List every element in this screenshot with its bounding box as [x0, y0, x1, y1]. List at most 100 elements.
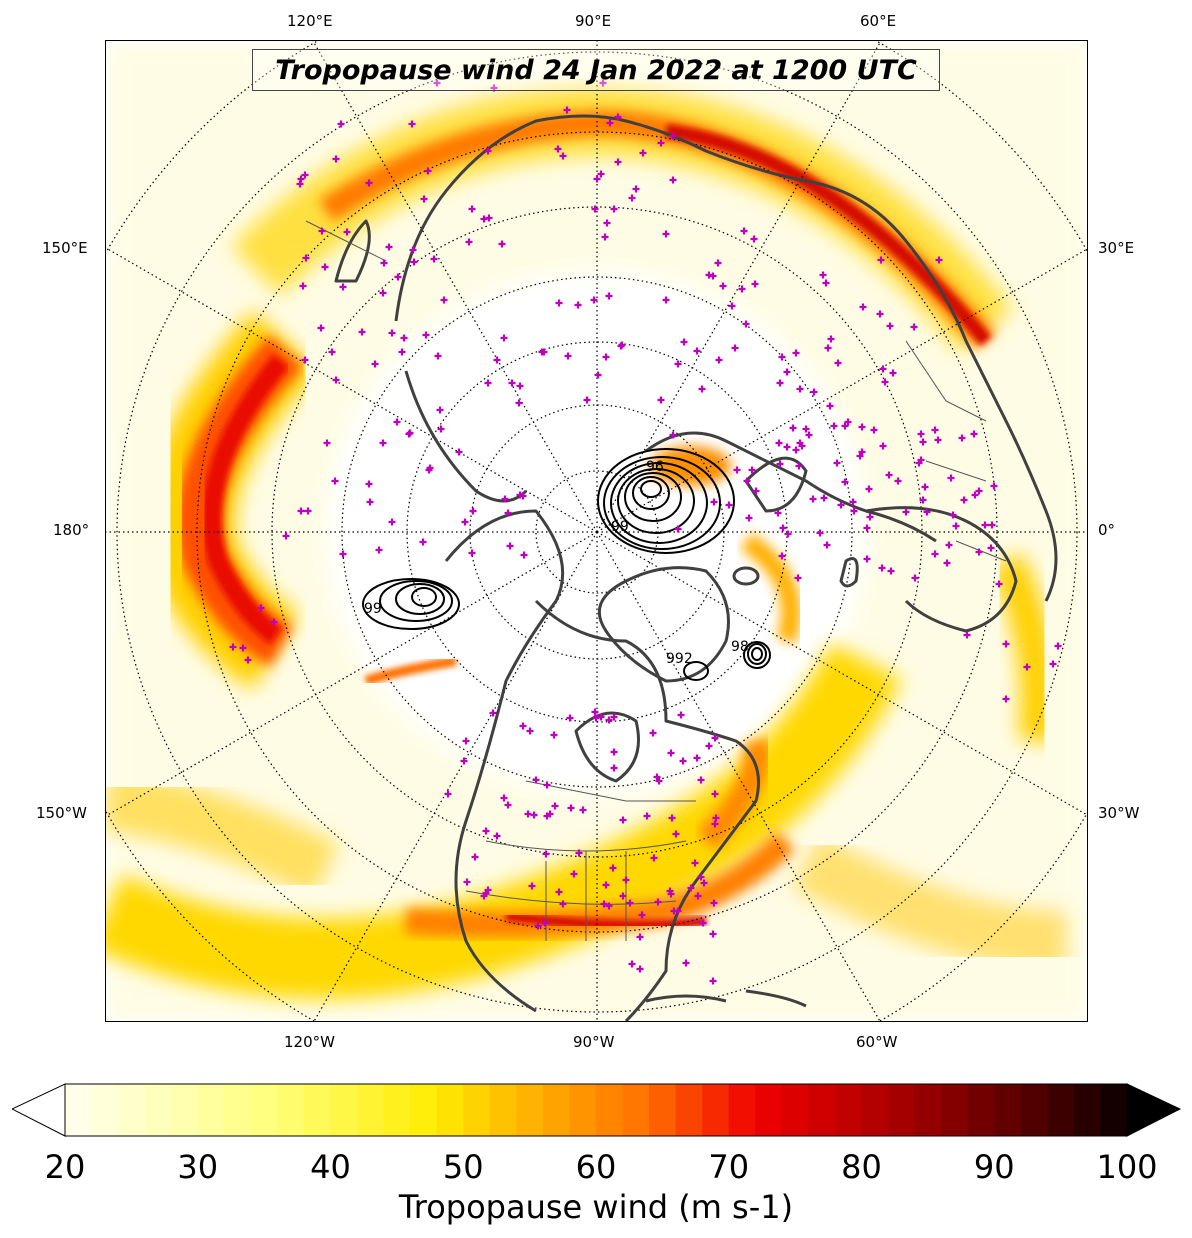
observation-marker [493, 832, 501, 840]
observation-marker [606, 119, 614, 127]
observation-marker [697, 776, 705, 784]
observation-marker [725, 501, 733, 509]
observation-marker [700, 879, 708, 887]
observation-marker [779, 524, 787, 532]
colorbar-segment [941, 1084, 969, 1136]
observation-marker [484, 886, 492, 894]
observation-marker [816, 529, 824, 537]
observation-marker [408, 120, 416, 128]
observation-marker [332, 376, 340, 384]
observation-marker [419, 538, 427, 546]
observation-marker [628, 960, 636, 968]
colorbar-segment [65, 1084, 93, 1136]
observation-marker [365, 179, 373, 187]
colorbar-segment [728, 1084, 756, 1136]
observation-marker [710, 498, 718, 506]
lon-label-bottom: 60°W [856, 1033, 898, 1051]
colorbar-segment [542, 1084, 571, 1136]
observation-marker [910, 323, 918, 331]
observation-marker [833, 459, 841, 467]
observation-marker [424, 167, 432, 175]
observation-marker [894, 477, 902, 485]
observation-marker [433, 79, 441, 87]
observation-marker [605, 902, 613, 910]
observation-marker [471, 853, 479, 861]
observation-marker [546, 810, 554, 818]
observation-marker [711, 734, 719, 742]
observation-marker [398, 348, 406, 356]
observation-marker [731, 344, 739, 352]
colorbar-extend-max [1126, 1083, 1182, 1137]
observation-marker [752, 487, 760, 495]
observation-marker [911, 574, 919, 582]
contour-label: 99 [364, 601, 382, 617]
observation-marker [917, 430, 925, 438]
observation-marker [425, 466, 433, 474]
observation-marker [987, 544, 995, 552]
observation-marker [462, 737, 470, 745]
observation-marker [682, 959, 690, 967]
observation-marker [515, 399, 523, 407]
observation-marker [484, 147, 492, 155]
colorbar-tick-label: 30 [177, 1148, 219, 1186]
colorbar-outline [64, 1083, 1128, 1137]
observation-marker [879, 365, 887, 373]
observation-marker [297, 507, 305, 515]
observation-marker [379, 289, 387, 297]
observation-marker [409, 246, 417, 254]
observation-marker [420, 195, 428, 203]
observation-marker [712, 814, 720, 822]
observation-marker [500, 334, 508, 342]
contour-label: 99 [611, 519, 629, 535]
observation-marker [981, 521, 989, 529]
observation-marker [444, 790, 452, 798]
colorbar-segment [436, 1084, 464, 1136]
colorbar-segment [516, 1084, 544, 1136]
observation-marker [540, 348, 548, 356]
observation-marker [563, 106, 571, 114]
observation-marker [542, 850, 550, 858]
observation-marker [886, 322, 894, 330]
observation-marker [422, 331, 430, 339]
observation-marker [674, 907, 682, 915]
observation-marker [339, 550, 347, 558]
observation-marker [304, 507, 312, 515]
observation-marker [995, 580, 1003, 588]
colorbar-segment [489, 1084, 517, 1136]
observation-marker [469, 507, 477, 515]
observation-marker [468, 549, 476, 557]
observation-marker [672, 830, 680, 838]
observation-marker [705, 271, 713, 279]
observation-marker [339, 283, 347, 291]
observation-marker [931, 426, 939, 434]
observation-marker [674, 360, 682, 368]
observation-marker [709, 977, 717, 985]
colorbar-segment [410, 1084, 438, 1136]
observation-marker [410, 258, 418, 266]
observation-marker [600, 900, 608, 908]
colorbar-segment [250, 1084, 278, 1136]
colorbar-segment [277, 1084, 305, 1136]
colorbar-segment [1047, 1084, 1075, 1136]
observation-marker [698, 385, 706, 393]
observation-marker [988, 521, 996, 529]
observation-marker [934, 436, 942, 444]
observation-marker [639, 149, 647, 157]
observation-marker [602, 881, 610, 889]
observation-marker [508, 379, 516, 387]
observation-marker [677, 711, 685, 719]
observation-marker [958, 434, 966, 442]
observation-marker [693, 347, 701, 355]
observation-marker [710, 899, 718, 907]
observation-marker [519, 722, 527, 730]
observation-marker [455, 448, 463, 456]
observation-marker [662, 296, 670, 304]
colorbar-tick-label: 60 [575, 1148, 617, 1186]
observation-marker [597, 713, 605, 721]
observation-marker [388, 518, 396, 526]
observation-marker [321, 263, 329, 271]
colorbar-segment [675, 1084, 703, 1136]
colorbar [12, 1083, 1182, 1137]
observation-marker [990, 482, 998, 490]
observation-marker [437, 425, 445, 433]
